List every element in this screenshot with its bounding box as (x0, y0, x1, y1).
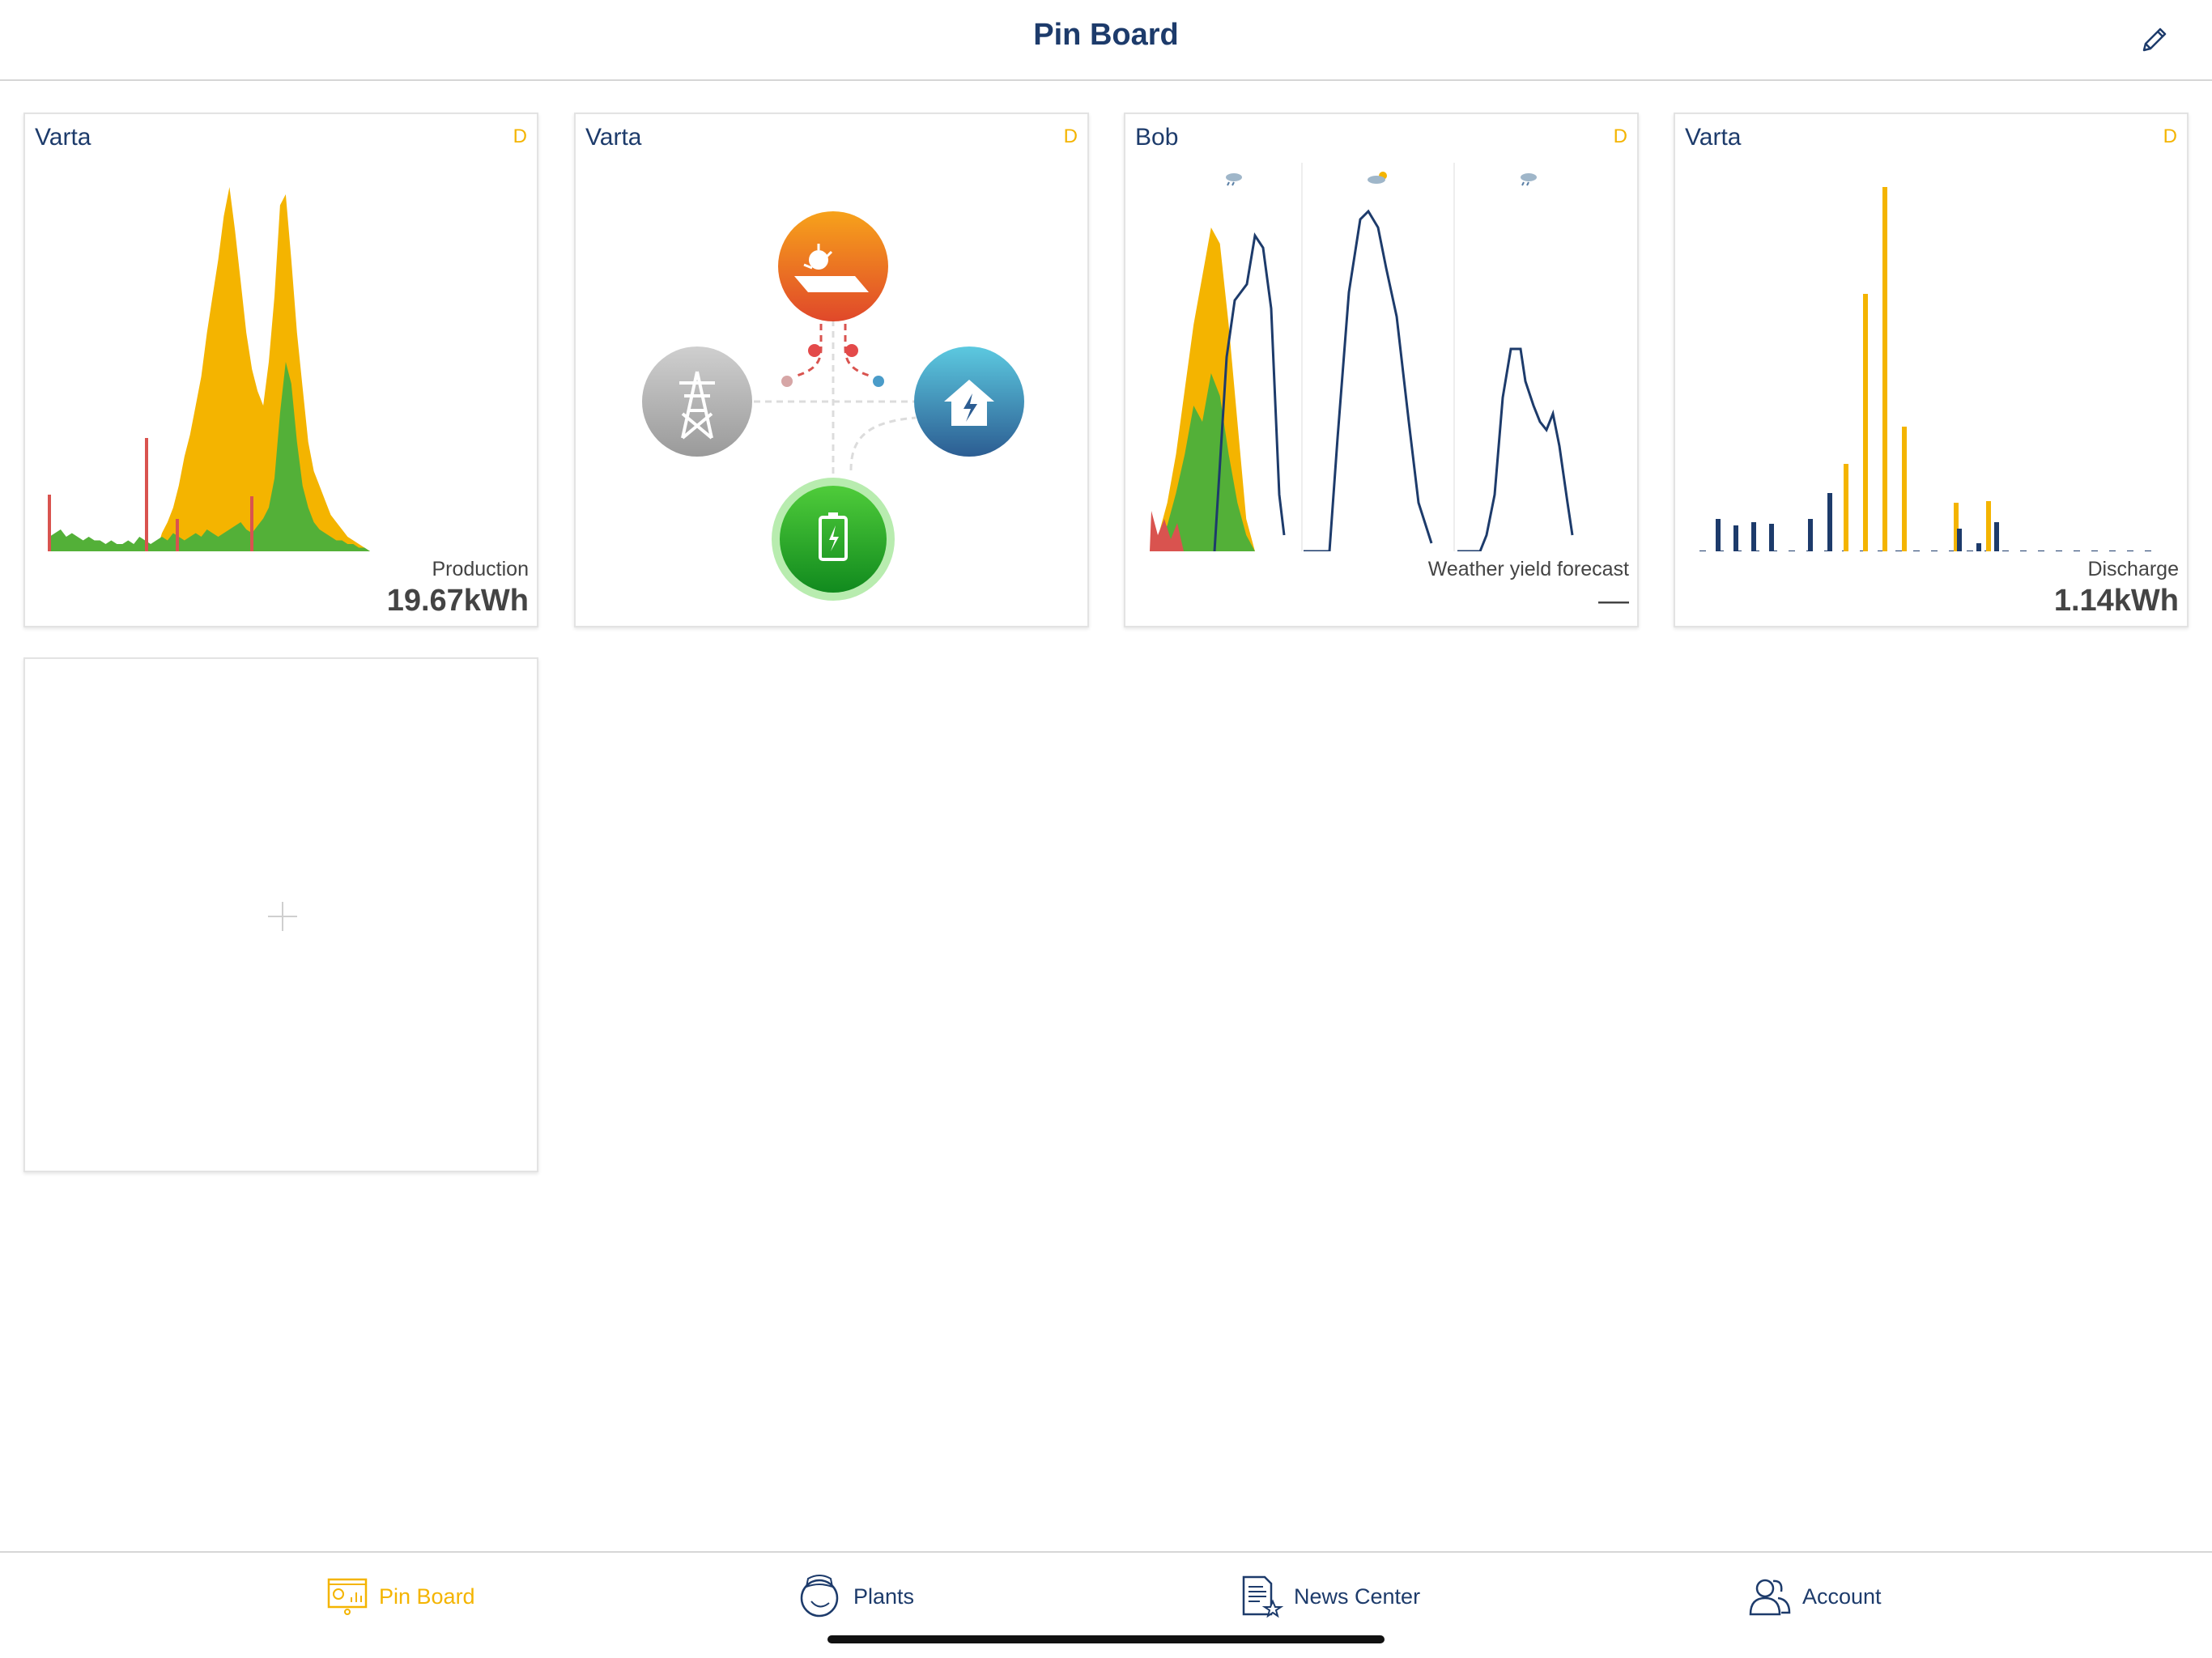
bar (1716, 519, 1721, 551)
forecast-line-day1 (1213, 232, 1286, 551)
bar (1986, 501, 1991, 551)
bar (1954, 503, 1959, 551)
tab-plants[interactable]: Plants (800, 1571, 914, 1622)
card-label: Weather yield forecast (1427, 558, 1629, 580)
forecast-line-chart (1150, 163, 1574, 551)
flow-dot (781, 376, 793, 387)
tab-label: Pin Board (379, 1584, 475, 1609)
tab-label: Plants (853, 1584, 915, 1609)
bar (1882, 187, 1887, 551)
forecast-line-day3 (1457, 347, 1574, 551)
bar (1994, 522, 1999, 551)
card-title: Varta (1685, 124, 1742, 151)
card-title: Varta (585, 124, 642, 151)
bar (1769, 524, 1774, 551)
card-value: 19.67kWh (386, 584, 529, 618)
bar (1733, 525, 1738, 551)
card-badge: D (513, 125, 527, 147)
energy-flow-card[interactable]: Varta D (574, 113, 1089, 627)
card-value: — (1598, 584, 1629, 618)
energy-flow-diagram (642, 211, 1024, 601)
header-bar: Pin Board (0, 0, 2212, 81)
page-title: Pin Board (1033, 18, 1179, 52)
bar (1976, 543, 1981, 551)
area-series-1 (49, 187, 381, 551)
sun-cloud-icon (1368, 172, 1387, 184)
tab-label: News Center (1294, 1584, 1421, 1609)
card-badge: D (1063, 125, 1078, 147)
card-label: Discharge (2087, 558, 2179, 580)
production-card[interactable]: Varta D Production 19.67kWh (23, 113, 538, 627)
add-plus-icon[interactable] (268, 902, 297, 931)
edit-pencil-icon[interactable] (2138, 23, 2172, 57)
flow-dot (845, 344, 858, 357)
solar-panel-icon (778, 211, 888, 321)
cloud-rain-icon (1226, 173, 1242, 186)
news-center-icon (1242, 1575, 1284, 1618)
add-widget-card[interactable] (23, 657, 538, 1172)
area-series-2 (49, 362, 381, 551)
tab-news-center[interactable]: News Center (1239, 1571, 1420, 1622)
card-badge: D (1613, 125, 1627, 147)
discharge-bar-chart (1699, 187, 2157, 551)
weather-forecast-card[interactable]: Bob D Weather yield forecast — (1124, 113, 1639, 627)
bar (1751, 522, 1756, 551)
bar (1863, 294, 1868, 551)
home-indicator (827, 1635, 1385, 1643)
power-pylon-icon (642, 346, 752, 457)
bar (1844, 464, 1848, 551)
card-title: Varta (35, 124, 91, 151)
forecast-area-1 (1150, 373, 1255, 551)
forecast-line-day2 (1304, 209, 1433, 551)
bar (1957, 529, 1962, 551)
bar (1827, 493, 1832, 551)
tab-pin-board[interactable]: Pin Board (325, 1571, 475, 1622)
flow-dot (808, 344, 821, 357)
card-title: Bob (1135, 124, 1179, 151)
discharge-card[interactable]: Varta D Discharge 1.14kWh (1674, 113, 2189, 627)
production-area-chart (48, 187, 381, 551)
tab-label: Account (1802, 1584, 1882, 1609)
bar (1808, 519, 1813, 551)
card-value: 1.14kWh (2053, 584, 2179, 618)
plants-icon (800, 1575, 839, 1618)
card-badge: D (2163, 125, 2177, 147)
pin-board-icon (327, 1578, 368, 1615)
account-icon (1749, 1579, 1791, 1616)
cloud-rain-icon (1521, 173, 1537, 186)
card-label: Production (432, 558, 529, 580)
battery-icon (772, 478, 895, 601)
bar (1902, 427, 1907, 551)
flow-dot (873, 376, 884, 387)
home-energy-icon (914, 346, 1024, 457)
tab-account[interactable]: Account (1747, 1571, 1882, 1622)
forecast-area-red (1150, 511, 1184, 551)
